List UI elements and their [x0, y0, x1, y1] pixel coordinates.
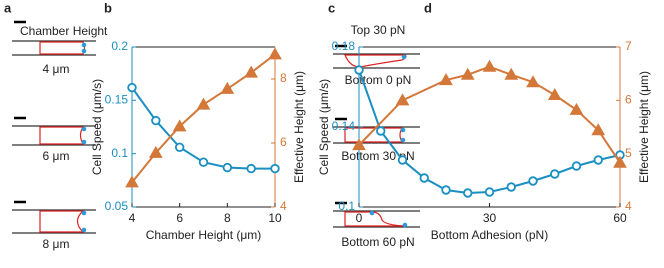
panel-label: a	[4, 0, 12, 15]
x-tick-label: 8	[224, 211, 231, 225]
diagram-a: Chamber Height 4 μm 6 μm 8 μm	[12, 20, 108, 251]
adhesion	[400, 127, 406, 133]
marker	[127, 82, 137, 93]
marker	[270, 163, 280, 174]
marker	[506, 182, 516, 192]
y2-axis-label: Effective Height (μm)	[292, 71, 306, 183]
marker	[463, 188, 473, 198]
adhesion	[369, 210, 375, 216]
adhesion	[81, 227, 87, 233]
diagram-label: Bottom 60 pN	[341, 235, 414, 249]
y2-tick-label: 7	[625, 39, 632, 53]
marker	[198, 157, 209, 167]
marker	[439, 73, 453, 86]
marker	[174, 142, 185, 152]
cell	[39, 210, 85, 233]
x-tick-label: 60	[613, 211, 627, 225]
diagram-title: Top 30 pN	[351, 23, 406, 37]
y-tick-label: 0.2	[111, 39, 128, 53]
y2-tick-label: 4	[625, 199, 632, 213]
adhesion	[81, 42, 87, 48]
marker	[354, 65, 364, 75]
y-axis-label: Cell Speed (μm/s)	[317, 79, 331, 175]
y-tick-label: 0.1	[338, 199, 355, 213]
y2-tick-label: 4	[280, 199, 287, 213]
panel-label: b	[104, 0, 112, 15]
x-tick-label: 6	[176, 211, 183, 225]
diagram-c: Top 30 pN Bottom 0 pN Bottom 30 pN Botto…	[333, 23, 420, 249]
y-tick-label: 0.18	[332, 39, 356, 53]
marker	[441, 185, 451, 195]
marker	[148, 145, 163, 158]
y2-tick-label: 6	[280, 135, 287, 149]
y2-axis-label: Effective Height (μm)	[637, 71, 651, 183]
marker	[482, 59, 497, 72]
diagram-label: Bottom 0 pN	[345, 73, 412, 87]
x-tick-label: 30	[483, 211, 497, 225]
y2-tick-label: 6	[625, 93, 632, 107]
y2-tick-label: 5	[625, 146, 632, 160]
y-axis-label: Cell Speed (μm/s)	[90, 79, 104, 175]
marker	[172, 119, 187, 132]
x-tick-label: 4	[129, 211, 136, 225]
marker	[151, 115, 161, 126]
marker	[222, 162, 233, 173]
marker	[246, 163, 256, 174]
cell	[39, 41, 86, 55]
x-tick-label: 10	[268, 211, 282, 225]
adhesion	[81, 48, 87, 54]
adhesion	[81, 139, 87, 145]
y2-tick-label: 8	[280, 71, 287, 85]
diagram-label: 8 μm	[43, 237, 70, 251]
diagram-label: 4 μm	[43, 62, 70, 76]
marker	[550, 169, 560, 179]
adhesion	[81, 210, 87, 216]
marker	[395, 93, 410, 106]
y-tick-label: 0.05	[105, 199, 129, 213]
marker	[613, 155, 627, 168]
marker	[593, 155, 603, 165]
marker	[352, 138, 366, 151]
marker	[591, 123, 606, 136]
panel-label: c	[328, 0, 335, 15]
marker	[528, 176, 538, 186]
marker	[460, 67, 475, 80]
adhesion	[402, 222, 408, 228]
marker	[268, 47, 282, 60]
marker	[125, 175, 139, 188]
adhesion	[400, 137, 406, 143]
marker	[397, 155, 408, 165]
y-tick-label: 0.15	[105, 93, 129, 107]
marker	[571, 161, 582, 171]
x-axis-label: Chamber Height (μm)	[146, 228, 262, 242]
cell	[39, 126, 85, 145]
y-tick-label: 0.1	[111, 146, 128, 160]
diagram-title: Chamber Height	[20, 24, 108, 38]
y-tick-label: 0.14	[332, 119, 356, 133]
marker	[244, 65, 259, 78]
panel-label: d	[424, 0, 432, 15]
marker	[376, 126, 386, 136]
cell	[344, 211, 406, 227]
marker	[569, 102, 584, 115]
series-line	[358, 69, 621, 195]
diagram-label: 6 μm	[43, 149, 70, 163]
x-axis-label: Bottom Adhesion (pN)	[431, 228, 548, 242]
marker	[419, 173, 429, 183]
marker	[220, 81, 235, 94]
marker	[484, 187, 495, 197]
marker	[504, 67, 519, 80]
marker	[196, 97, 211, 110]
cell	[344, 54, 407, 68]
marker	[526, 75, 540, 88]
adhesion	[81, 126, 87, 132]
x-tick-label: 0	[356, 211, 363, 225]
marker	[547, 87, 562, 100]
adhesion	[401, 54, 407, 60]
